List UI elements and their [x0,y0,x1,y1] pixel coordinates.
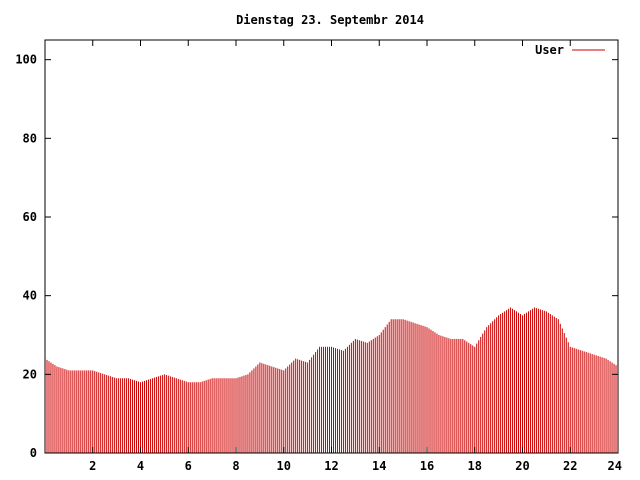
chart-title: Dienstag 23. Septembr 2014 [236,13,424,27]
y-tick-label: 40 [23,289,37,303]
x-tick-label: 20 [515,459,529,473]
x-tick-label: 12 [324,459,338,473]
x-tick-label: 2 [89,459,96,473]
x-tick-label: 24 [608,459,622,473]
y-tick-label: 80 [23,131,37,145]
y-tick-label: 60 [23,210,37,224]
y-tick-label: 20 [23,367,37,381]
legend-label-user: User [535,43,564,57]
x-tick-label: 18 [468,459,482,473]
y-tick-label: 100 [15,53,37,67]
x-tick-label: 14 [372,459,386,473]
x-tick-label: 22 [563,459,577,473]
legend: User [535,43,605,57]
x-tick-label: 8 [232,459,239,473]
x-tick-label: 4 [137,459,144,473]
y-tick-label: 0 [30,446,37,460]
x-tick-label: 6 [185,459,192,473]
bar-group [44,307,619,453]
x-tick-label: 16 [420,459,434,473]
x-tick-label: 10 [277,459,291,473]
